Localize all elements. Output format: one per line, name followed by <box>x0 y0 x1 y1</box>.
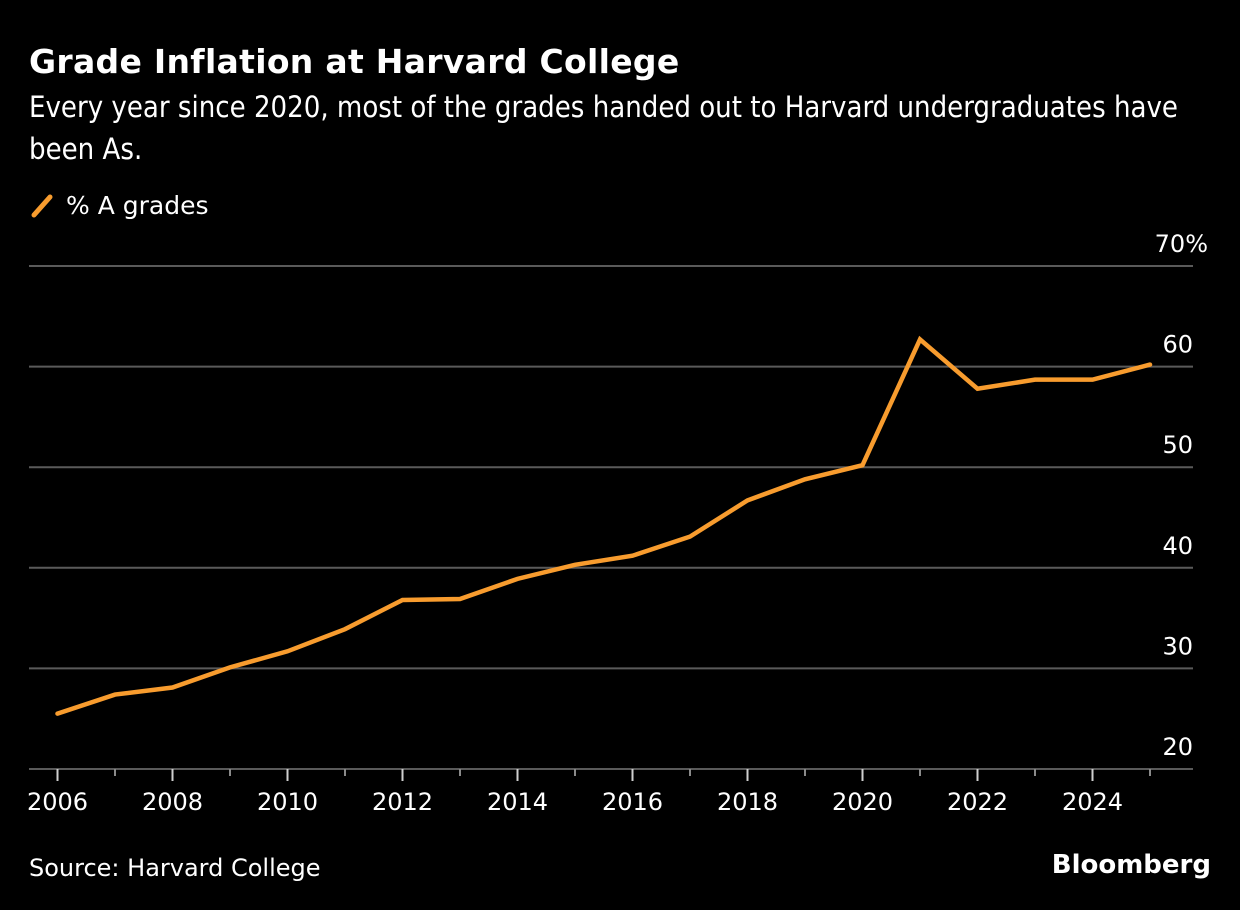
x-tick-label: 2020 <box>832 788 893 816</box>
legend: % A grades <box>30 191 209 220</box>
x-axis: 2006 2008 2010 2012 2014 2016 2018 2020 2022 2024 <box>27 769 1151 816</box>
x-tick-label: 2006 <box>27 788 88 816</box>
grid-lines <box>29 265 1193 770</box>
x-tick-label: 2008 <box>142 788 203 816</box>
x-tick-label: 2016 <box>602 788 663 816</box>
y-tick-label: 40 <box>1162 532 1193 560</box>
y-tick-label: 60 <box>1162 331 1193 359</box>
y-axis: 20 30 40 50 60 70% <box>1155 230 1208 761</box>
legend-label: % A grades <box>66 191 209 220</box>
chart-subtitle: Every year since 2020, most of the grade… <box>29 90 1178 166</box>
legend-line-icon <box>31 194 53 217</box>
series-line-a-grades <box>55 335 1153 716</box>
x-tick-label: 2024 <box>1062 788 1123 816</box>
x-tick-label: 2010 <box>257 788 318 816</box>
x-tick-label: 2014 <box>487 788 548 816</box>
chart-title: Grade Inflation at Harvard College <box>29 42 680 81</box>
x-tick-label: 2022 <box>947 788 1008 816</box>
y-tick-label: 20 <box>1162 733 1193 761</box>
x-tick-label: 2012 <box>372 788 433 816</box>
y-tick-label: 30 <box>1162 632 1193 660</box>
source-note: Source: Harvard College <box>29 854 321 882</box>
y-tick-label: 70% <box>1155 230 1208 258</box>
bloomberg-logo: Bloomberg <box>1051 850 1211 880</box>
x-tick-label: 2018 <box>717 788 778 816</box>
y-tick-label: 50 <box>1162 431 1193 459</box>
series <box>55 335 1153 716</box>
